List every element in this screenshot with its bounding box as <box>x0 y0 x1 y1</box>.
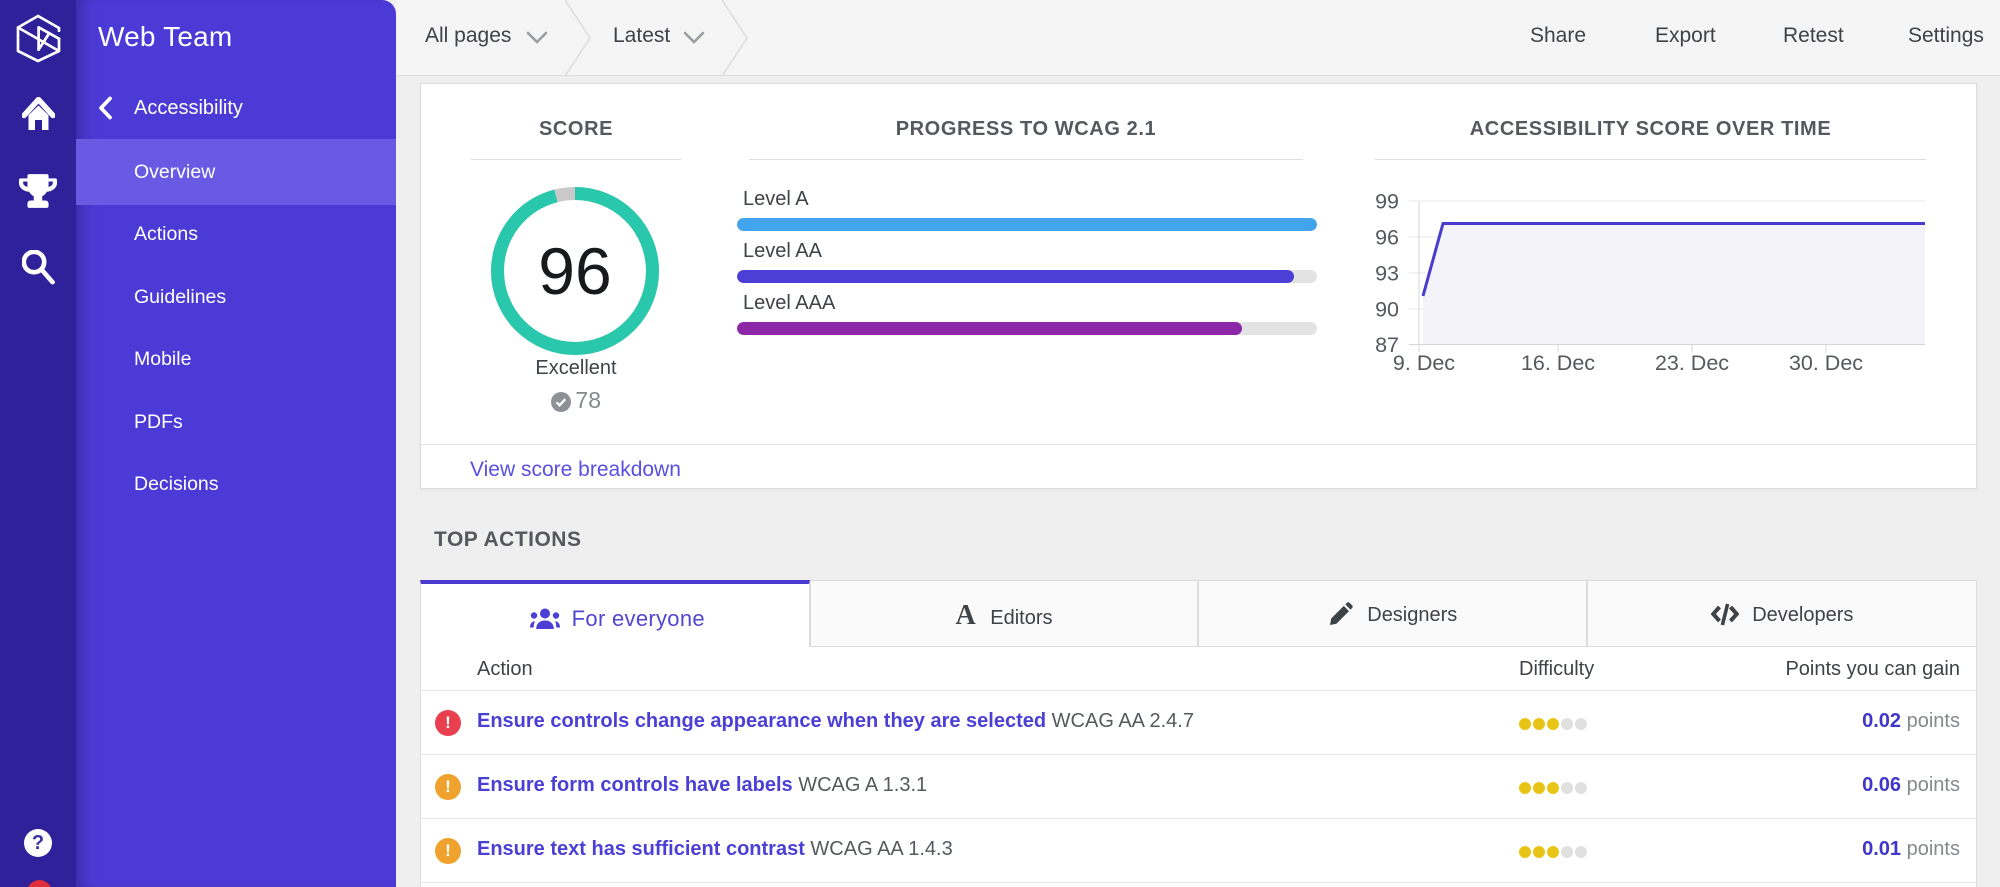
svg-text:96: 96 <box>1375 226 1399 250</box>
svg-text:9. Dec: 9. Dec <box>1393 351 1455 375</box>
svg-text:93: 93 <box>1375 262 1399 286</box>
svg-text:96: 96 <box>538 234 611 308</box>
svg-text:23. Dec: 23. Dec <box>1655 351 1729 375</box>
svg-text:16. Dec: 16. Dec <box>1521 351 1595 375</box>
svg-text:30. Dec: 30. Dec <box>1789 351 1863 375</box>
svg-text:99: 99 <box>1375 190 1399 214</box>
svg-text:90: 90 <box>1375 298 1399 322</box>
svg-text:87: 87 <box>1375 333 1399 357</box>
